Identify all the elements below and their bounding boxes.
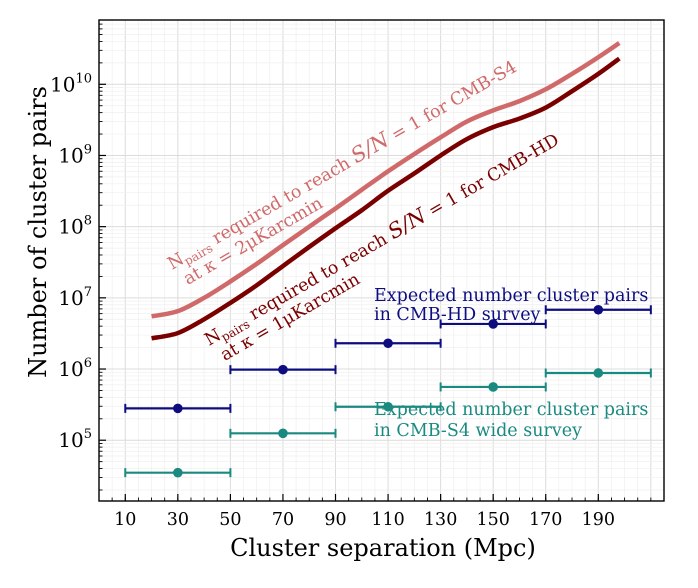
s4-points-point (124, 467, 232, 478)
hd-points-label-line2: in CMB-HD survey (374, 305, 541, 325)
marker (173, 403, 183, 414)
marker (383, 338, 393, 349)
hd-points-point (124, 403, 232, 414)
marker (173, 467, 183, 478)
s4-points-label-line2: in CMB-S4 wide survey (374, 421, 582, 441)
hd-points-point (544, 304, 652, 315)
marker (593, 304, 604, 315)
x-tick-label: 150 (476, 510, 509, 530)
axis-ticks: 10 30 50 70 90 110 130 150 170 190 105 106 107 108 109… (50, 19, 665, 530)
hd-points-point (229, 364, 337, 375)
x-tick-label: 70 (272, 510, 294, 530)
x-tick-label: 130 (424, 510, 457, 530)
marker (383, 401, 393, 412)
expected-points (124, 304, 652, 478)
marker (488, 319, 498, 329)
x-tick-label: 90 (324, 510, 346, 530)
marker (488, 382, 498, 392)
s4-points-point (544, 368, 652, 378)
s4-curve (151, 41, 621, 319)
y-tick-label: 1010 (50, 71, 92, 96)
s4-points-label: Expected number cluster pairs in CMB-S4 … (374, 400, 648, 441)
y-tick-label: 109 (58, 142, 92, 167)
grid (98, 19, 665, 501)
y-tick-label: 105 (58, 427, 92, 452)
hd-points-label-line1: Expected number cluster pairs (374, 286, 648, 306)
s4-points-point (229, 428, 337, 439)
plot-frame (98, 19, 665, 502)
hd-points-label: Expected number cluster pairs in CMB-HD … (374, 286, 648, 325)
marker (593, 368, 604, 378)
x-tick-label: 50 (219, 510, 241, 530)
y-tick-label: 108 (58, 214, 92, 239)
hd-curve (151, 56, 621, 341)
s4-points-label-line1: Expected number cluster pairs (374, 400, 648, 420)
marker (278, 428, 288, 439)
x-tick-label: 170 (529, 510, 562, 530)
y-tick-label: 106 (58, 356, 92, 381)
y-axis-label: Number of cluster pairs (24, 86, 52, 378)
x-tick-label: 190 (582, 510, 615, 530)
x-tick-label: 10 (114, 510, 136, 530)
marker (278, 364, 288, 375)
hd-points-point (334, 338, 442, 349)
hd-points-point (439, 319, 547, 329)
s4-points-point (334, 401, 442, 412)
x-tick-label: 30 (167, 510, 189, 530)
threshold-curves (151, 41, 621, 341)
s4-points-point (439, 382, 547, 392)
x-tick-label: 110 (371, 510, 404, 530)
x-axis-label: Cluster separation (Mpc) (230, 534, 536, 562)
y-tick-label: 107 (58, 285, 92, 310)
